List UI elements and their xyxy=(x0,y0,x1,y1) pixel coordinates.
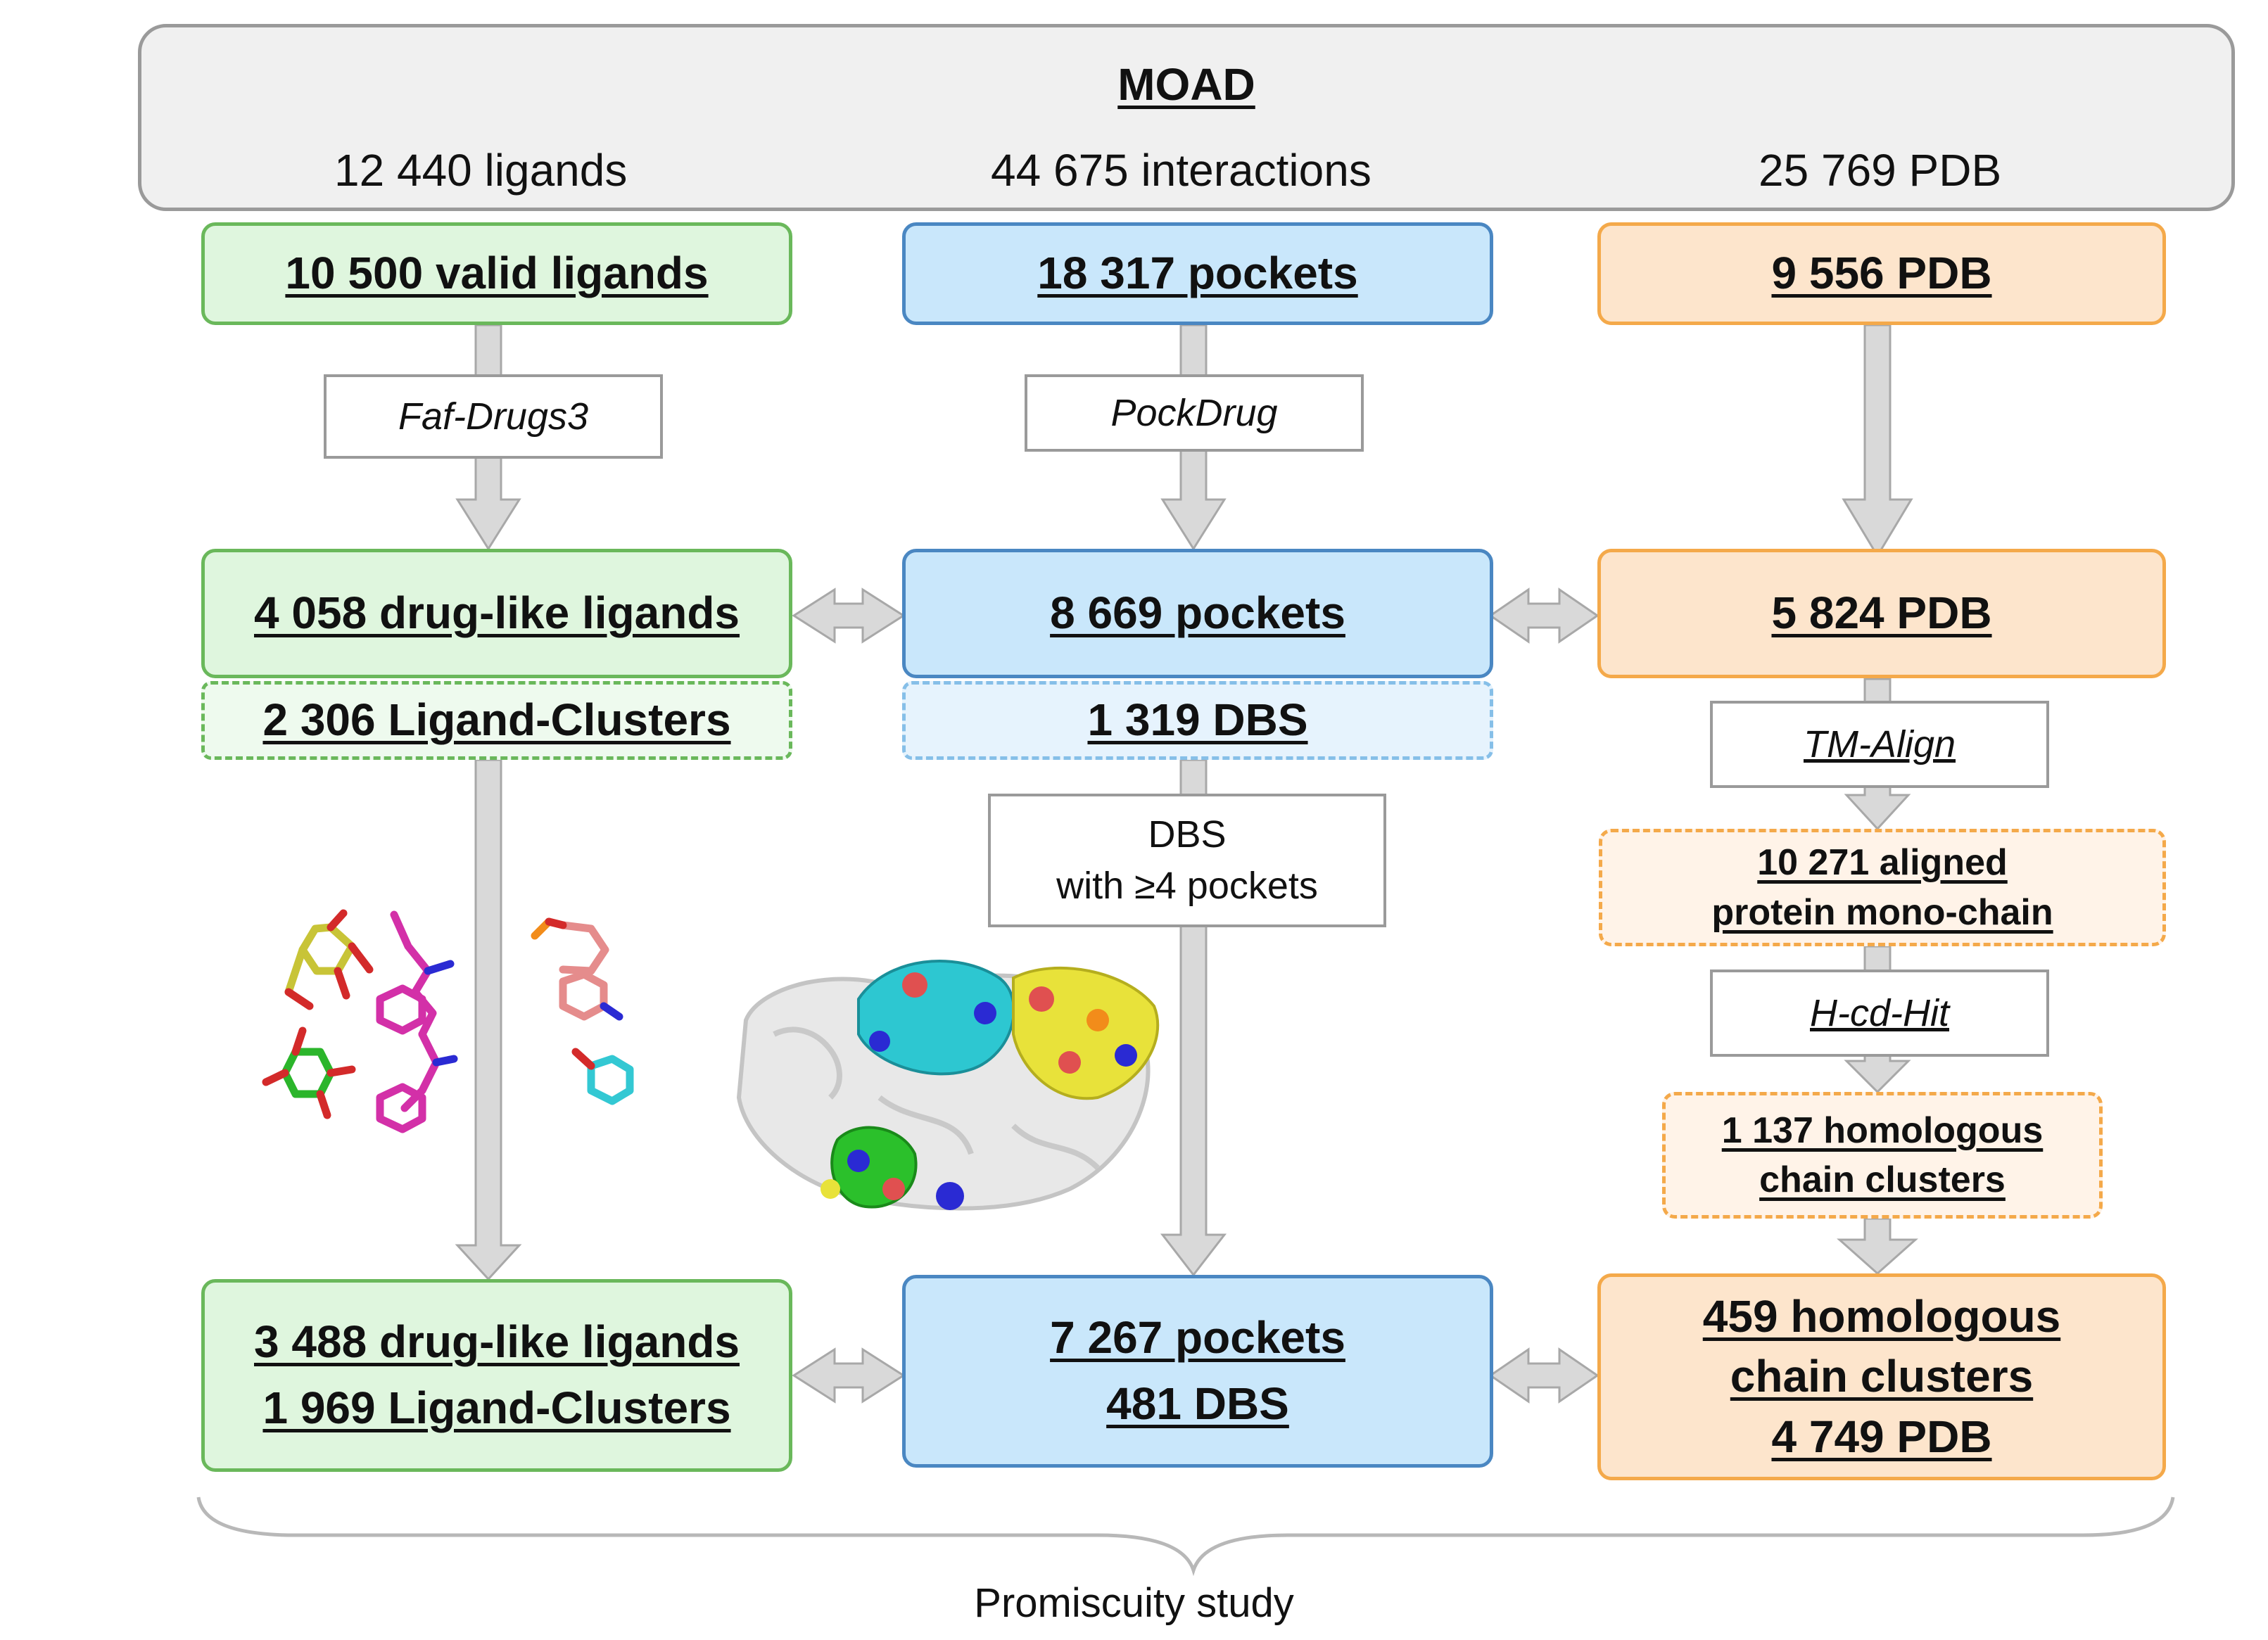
green-ligand-icon xyxy=(262,1026,356,1119)
tm-align-label: TM-Align xyxy=(1803,723,1956,765)
h-cd-hit-tool-box: H-cd-Hit xyxy=(1710,970,2049,1057)
green-pocket-surface xyxy=(830,1126,918,1209)
valid-ligands-box: 10 500 valid ligands xyxy=(201,222,792,325)
pockdrug-label: PockDrug xyxy=(1110,392,1278,434)
druggable-pockets-box: 8 669 pockets xyxy=(902,549,1493,678)
filtered-pdb-box: 5 824 PDB xyxy=(1597,549,2166,678)
homologous-clusters-box: 1 137 homologous chain clusters xyxy=(1662,1092,2103,1219)
double-arrow-ligands-pockets xyxy=(792,587,906,644)
druglike-ligands-label: 4 058 drug-like ligands xyxy=(254,587,740,639)
pockets-label: 18 317 pockets xyxy=(1037,248,1358,299)
double-arrow-final-ligands-pockets xyxy=(792,1347,906,1404)
ligand-clusters-box: 2 306 Ligand-Clusters xyxy=(201,681,792,760)
pockets-box: 18 317 pockets xyxy=(902,222,1493,325)
final-dbs-label: 481 DBS xyxy=(1106,1378,1289,1429)
faf-drugs3-tool-box: Faf-Drugs3 xyxy=(324,374,663,459)
ligand-clusters-label: 2 306 Ligand-Clusters xyxy=(262,694,731,746)
final-pdb-box: 459 homologous chain clusters 4 749 PDB xyxy=(1597,1273,2166,1480)
surface-atoms xyxy=(821,972,1137,1210)
homologous-clusters-label-1: 1 137 homologous xyxy=(1721,1110,2044,1151)
dbs-filter-label-1: DBS xyxy=(1148,813,1227,856)
faf-drugs3-label: Faf-Drugs3 xyxy=(398,395,589,438)
final-pockets-box: 7 267 pockets 481 DBS xyxy=(902,1275,1493,1468)
final-homologous-label-1: 459 homologous xyxy=(1702,1290,2061,1342)
arrow-homologous-to-final xyxy=(1837,1217,1918,1276)
final-pockets-label: 7 267 pockets xyxy=(1050,1312,1345,1364)
final-ligand-clusters-label: 1 969 Ligand-Clusters xyxy=(262,1382,731,1433)
dbs-label: 1 319 DBS xyxy=(1087,694,1308,746)
dbs-filter-box: DBS with ≥4 pockets xyxy=(988,794,1386,927)
druglike-ligands-box: 4 058 drug-like ligands xyxy=(201,549,792,678)
dbs-filter-label-2: with ≥4 pockets xyxy=(1056,865,1318,907)
aligned-chains-box: 10 271 aligned protein mono-chain xyxy=(1599,829,2166,946)
arrow-pdb-to-filtered xyxy=(1842,324,1913,558)
promiscuity-study-label: Promiscuity study xyxy=(974,1580,1294,1626)
moad-ligands-count: 12 440 ligands xyxy=(334,145,628,196)
pdb-box: 9 556 PDB xyxy=(1597,222,2166,325)
cyan-ligand-icon xyxy=(571,1048,634,1105)
double-arrow-pockets-pdb xyxy=(1488,587,1599,644)
dbs-box: 1 319 DBS xyxy=(902,681,1493,760)
promiscuity-bracket xyxy=(196,1496,2175,1577)
h-cd-hit-label: H-cd-Hit xyxy=(1810,992,1949,1034)
final-homologous-label-2: chain clusters xyxy=(1730,1351,2034,1402)
aligned-chains-label-1: 10 271 aligned xyxy=(1757,842,2008,884)
final-pdb-count-label: 4 749 PDB xyxy=(1771,1411,1992,1462)
yellow-ligand-icon xyxy=(284,909,374,1010)
final-druglike-ligands-label: 3 488 drug-like ligands xyxy=(254,1316,740,1368)
aligned-chains-label-2: protein mono-chain xyxy=(1711,891,2053,933)
moad-interactions-count: 44 675 interactions xyxy=(991,145,1371,196)
homologous-clusters-label-2: chain clusters xyxy=(1759,1159,2006,1200)
moad-header-box: MOAD 12 440 ligands 44 675 interactions … xyxy=(138,24,2235,211)
final-ligands-box: 3 488 drug-like ligands 1 969 Ligand-Clu… xyxy=(201,1279,792,1472)
pdb-label: 9 556 PDB xyxy=(1771,248,1992,299)
magenta-ligand-icon xyxy=(376,910,458,1133)
ligand-structures-illustration xyxy=(262,909,634,1133)
tm-align-tool-box: TM-Align xyxy=(1710,701,2049,788)
arrow-clusters-to-final xyxy=(455,758,522,1281)
moad-pdb-count: 25 769 PDB xyxy=(1759,145,2002,196)
druggable-pockets-label: 8 669 pockets xyxy=(1050,587,1345,639)
protein-pocket-illustration xyxy=(736,960,1160,1211)
pockdrug-tool-box: PockDrug xyxy=(1025,374,1364,452)
double-arrow-final-pockets-pdb xyxy=(1488,1347,1599,1404)
valid-ligands-label: 10 500 valid ligands xyxy=(285,248,709,299)
moad-title: MOAD xyxy=(1117,59,1255,110)
salmon-ligand-icon xyxy=(531,917,623,1021)
filtered-pdb-label: 5 824 PDB xyxy=(1771,587,1992,639)
